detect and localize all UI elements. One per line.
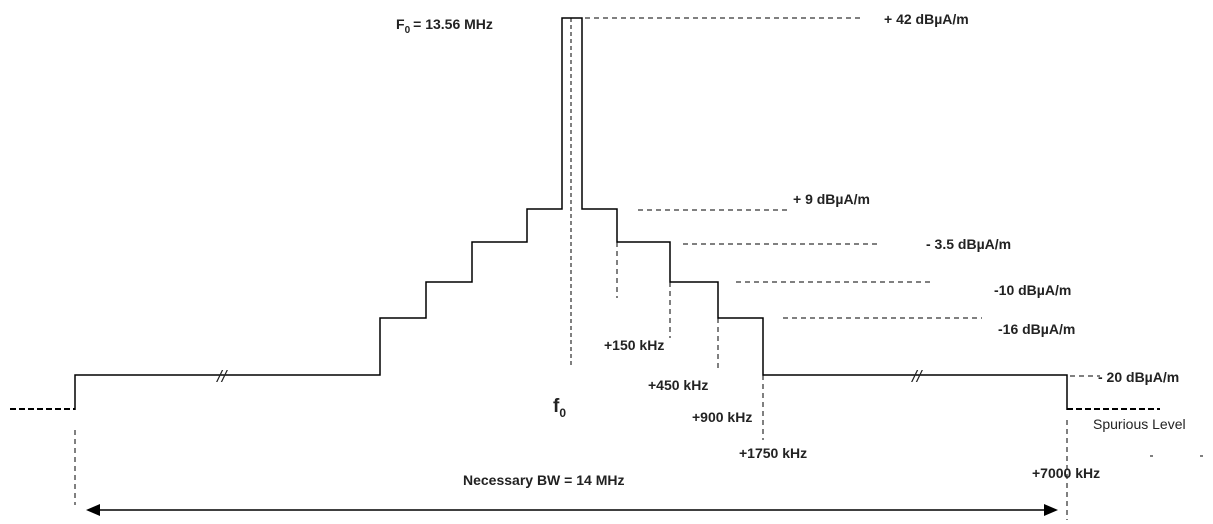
arrow-head-right xyxy=(1044,504,1058,516)
f0-symbol: f0 xyxy=(553,396,566,420)
offset-label-1750: +1750 kHz xyxy=(739,445,807,461)
axis-break-left: // xyxy=(216,367,229,386)
bandwidth-label: Necessary BW = 14 MHz xyxy=(463,472,624,488)
offset-label-7000: +7000 kHz xyxy=(1032,465,1100,481)
level-label-42: + 42 dBµA/m xyxy=(884,11,969,27)
level-guide-lines xyxy=(585,17,1100,377)
center-frequency-label: F0 = 13.56 MHz xyxy=(396,16,493,36)
offset-label-900: +900 kHz xyxy=(692,409,752,425)
level-label-16: -16 dBµA/m xyxy=(998,321,1075,337)
arrow-head-left xyxy=(86,504,100,516)
level-label-9: + 9 dBµA/m xyxy=(793,191,870,207)
spectrum-mask-outline xyxy=(74,17,1068,410)
level-label-3-5: - 3.5 dBµA/m xyxy=(926,236,1011,252)
level-label-20: - 20 dBµA/m xyxy=(1098,369,1179,385)
offset-label-150: +150 kHz xyxy=(604,337,664,353)
spurious-level-label: Spurious Level xyxy=(1093,416,1186,432)
level-label-10: -10 dBµA/m xyxy=(994,282,1071,298)
offset-guide-lines xyxy=(74,242,1068,520)
offset-label-450: +450 kHz xyxy=(648,377,708,393)
axis-break-right: // xyxy=(911,367,924,386)
